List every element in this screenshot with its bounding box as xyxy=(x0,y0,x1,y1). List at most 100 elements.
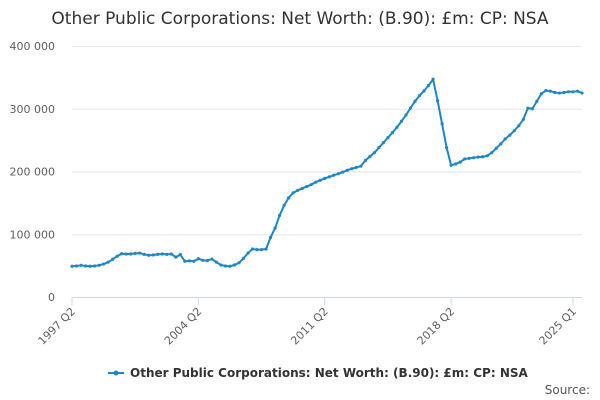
data-point[interactable] xyxy=(381,141,386,145)
data-point[interactable] xyxy=(201,258,205,262)
data-point[interactable] xyxy=(323,176,327,180)
data-point[interactable] xyxy=(287,196,291,200)
data-point[interactable] xyxy=(354,165,358,170)
data-point[interactable] xyxy=(318,178,322,182)
data-point[interactable] xyxy=(499,142,503,146)
data-point[interactable] xyxy=(494,146,498,150)
data-point[interactable] xyxy=(485,154,489,158)
data-point[interactable] xyxy=(111,257,115,261)
data-point[interactable] xyxy=(557,91,562,95)
data-point[interactable] xyxy=(512,129,516,133)
data-point[interactable] xyxy=(237,261,241,265)
data-point[interactable] xyxy=(241,256,246,261)
data-point[interactable] xyxy=(101,262,106,266)
data-point[interactable] xyxy=(268,235,273,239)
data-point[interactable] xyxy=(481,155,485,159)
data-point[interactable] xyxy=(183,259,187,263)
data-point[interactable] xyxy=(106,260,110,264)
data-point[interactable] xyxy=(309,183,313,187)
data-point[interactable] xyxy=(449,163,453,167)
data-point[interactable] xyxy=(214,260,219,264)
data-point[interactable] xyxy=(521,117,525,122)
data-point[interactable] xyxy=(548,89,553,93)
data-point[interactable] xyxy=(314,180,318,184)
data-point[interactable] xyxy=(503,137,507,141)
data-point[interactable] xyxy=(151,253,155,257)
data-point[interactable] xyxy=(345,168,349,172)
data-point[interactable] xyxy=(142,252,146,256)
data-point[interactable] xyxy=(440,122,444,126)
data-point[interactable] xyxy=(327,175,331,179)
data-point[interactable] xyxy=(232,263,237,267)
data-point[interactable] xyxy=(165,252,169,256)
data-point[interactable] xyxy=(445,146,449,150)
data-point[interactable] xyxy=(575,89,580,93)
data-point[interactable] xyxy=(544,88,548,93)
data-point[interactable] xyxy=(408,106,413,110)
data-point[interactable] xyxy=(79,263,83,267)
data-point[interactable] xyxy=(431,77,435,81)
legend[interactable]: Other Public Corporations: Net Worth: (B… xyxy=(108,366,529,380)
data-point[interactable] xyxy=(147,253,151,257)
data-point[interactable] xyxy=(160,252,164,256)
data-point[interactable] xyxy=(526,106,530,110)
data-point[interactable] xyxy=(372,151,376,155)
data-point[interactable] xyxy=(278,213,282,218)
data-point[interactable] xyxy=(580,91,584,95)
data-point[interactable] xyxy=(210,257,214,261)
data-point[interactable] xyxy=(174,255,178,259)
data-point[interactable] xyxy=(413,99,417,103)
data-point[interactable] xyxy=(458,160,462,164)
data-point[interactable] xyxy=(228,264,232,268)
data-point[interactable] xyxy=(422,89,426,93)
data-point[interactable] xyxy=(566,90,571,94)
data-point[interactable] xyxy=(156,252,160,256)
data-point[interactable] xyxy=(463,157,467,161)
data-point[interactable] xyxy=(476,155,480,159)
data-point[interactable] xyxy=(187,259,191,263)
data-point[interactable] xyxy=(83,264,88,268)
data-point[interactable] xyxy=(124,252,128,256)
data-point[interactable] xyxy=(472,156,476,160)
data-point[interactable] xyxy=(562,90,566,95)
data-point[interactable] xyxy=(332,173,336,177)
data-point[interactable] xyxy=(192,259,196,263)
data-point[interactable] xyxy=(508,133,512,137)
data-point[interactable] xyxy=(74,264,79,268)
data-point[interactable] xyxy=(300,186,304,191)
data-point[interactable] xyxy=(417,93,422,98)
data-point[interactable] xyxy=(539,92,543,96)
data-point[interactable] xyxy=(296,188,300,192)
data-point[interactable] xyxy=(341,170,345,174)
data-point[interactable] xyxy=(264,247,268,251)
data-point[interactable] xyxy=(178,253,182,257)
data-point[interactable] xyxy=(399,119,404,123)
data-point[interactable] xyxy=(377,146,381,150)
data-point[interactable] xyxy=(454,162,458,166)
data-point[interactable] xyxy=(196,257,200,261)
data-point[interactable] xyxy=(435,98,440,103)
data-point[interactable] xyxy=(395,125,399,129)
data-point[interactable] xyxy=(250,247,255,251)
data-point[interactable] xyxy=(129,252,133,256)
data-point[interactable] xyxy=(336,172,340,176)
data-point[interactable] xyxy=(517,124,521,128)
data-point[interactable] xyxy=(404,113,408,117)
data-point[interactable] xyxy=(88,264,92,268)
data-point[interactable] xyxy=(530,107,534,111)
data-point[interactable] xyxy=(259,248,264,252)
data-point[interactable] xyxy=(255,248,259,252)
data-point[interactable] xyxy=(490,151,494,155)
data-point[interactable] xyxy=(426,83,431,88)
data-point[interactable] xyxy=(92,264,97,268)
data-point[interactable] xyxy=(535,99,539,103)
data-point[interactable] xyxy=(273,226,277,230)
data-point[interactable] xyxy=(359,164,363,168)
data-point[interactable] xyxy=(291,191,295,195)
data-point[interactable] xyxy=(97,263,101,267)
data-point[interactable] xyxy=(363,158,367,163)
data-point[interactable] xyxy=(368,154,372,159)
data-point[interactable] xyxy=(169,252,173,256)
data-point[interactable] xyxy=(219,263,223,267)
data-point[interactable] xyxy=(115,254,119,258)
